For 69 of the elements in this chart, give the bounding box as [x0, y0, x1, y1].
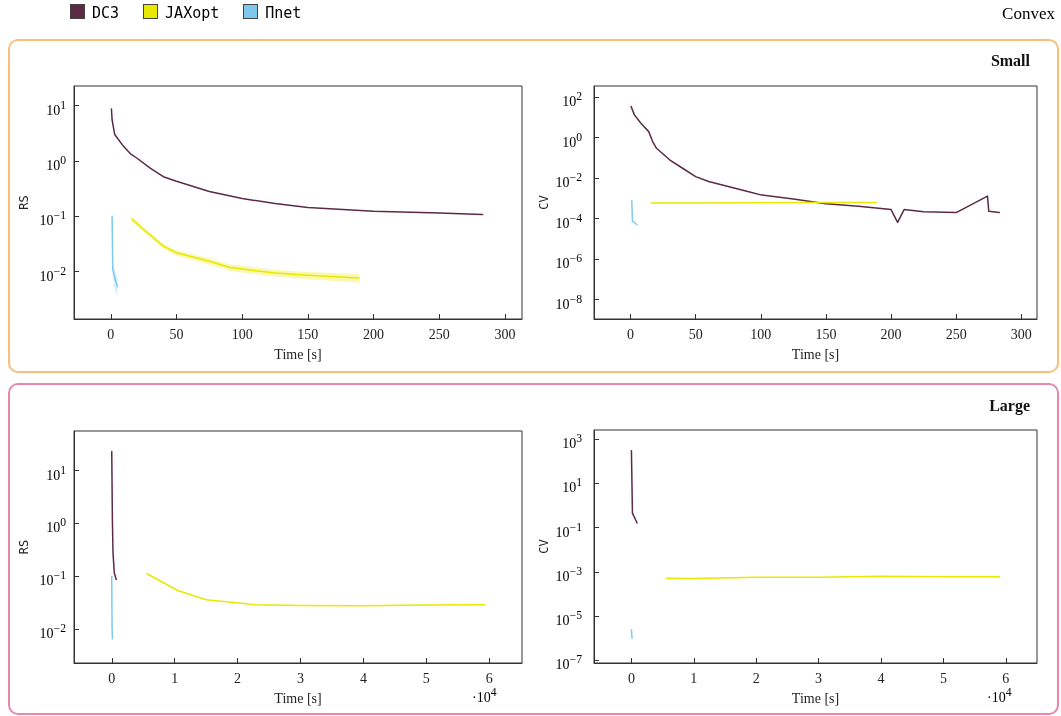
x-tick-label: 5 — [422, 670, 430, 686]
y-tick-label: 10$^{−8}$ — [555, 291, 582, 313]
chart-title: Large — [989, 396, 1030, 415]
x-tick-label: 2 — [234, 670, 242, 686]
x-tick-label: 100 — [231, 326, 253, 342]
y-tick-label: 10$^{−2}$ — [555, 170, 582, 191]
legend-label: DC3 — [91, 4, 120, 22]
legend-label: JAXopt — [164, 4, 220, 22]
y-tick-label: 10$^{1}$ — [46, 462, 66, 484]
y-tick-label: 10$^{−2}$ — [39, 621, 66, 642]
y-tick-label: 10$^{0}$ — [562, 129, 582, 151]
x-axis-title: Time [s] — [274, 690, 322, 706]
x-axis-title: Time [s] — [791, 346, 840, 362]
text: ·10$^{4}$ — [472, 686, 497, 706]
text: Convex — [1002, 4, 1055, 24]
line-series — [630, 105, 1000, 224]
x-tick-label: 6 — [485, 670, 493, 686]
x-tick-label: 200 — [363, 326, 385, 342]
x-tick-label: 250 — [428, 326, 450, 342]
line-series — [146, 573, 486, 607]
x-tick-label: 300 — [494, 326, 516, 342]
x-axis-title: Time [s] — [791, 690, 840, 706]
line-series — [111, 450, 117, 581]
x-tick-label: 0 — [108, 670, 116, 686]
x-tick-label: 3 — [815, 670, 823, 686]
x-tick-label: 150 — [297, 326, 319, 342]
y-tick-label: 10$^{−1}$ — [39, 208, 66, 229]
x-tick-label: 2 — [752, 670, 760, 686]
y-tick-label: 10$^{−6}$ — [555, 251, 582, 272]
x-tick-label: 1 — [690, 670, 698, 686]
x-tick-label: 250 — [945, 326, 967, 342]
y-tick-label: 10$^{1}$ — [562, 475, 582, 496]
legend-label: Πnet — [264, 4, 302, 22]
x-tick-label: 0 — [627, 670, 635, 686]
y-tick-label: 10$^{−5}$ — [555, 608, 582, 629]
x-tick-label: 0 — [626, 326, 634, 342]
x-tick-label: 6 — [1002, 670, 1010, 686]
y-tick-label: 10$^{0}$ — [46, 152, 66, 174]
y-axis-title: RS — [17, 539, 31, 555]
y-tick-label: 10$^{−2}$ — [39, 263, 66, 285]
y-axis-title: CV — [537, 195, 551, 210]
chart-title: Small — [990, 51, 1031, 69]
x-tick-label: 300 — [1010, 326, 1032, 342]
x-tick-label: 3 — [297, 670, 305, 686]
x-tick-label: 1 — [171, 670, 179, 686]
x-tick-label: 5 — [939, 670, 947, 686]
x-tick-label: 150 — [815, 326, 837, 342]
x-tick-label: 4 — [877, 670, 885, 686]
x-tick-label: 100 — [750, 326, 772, 342]
y-tick-label: 10$^{−7}$ — [555, 652, 582, 674]
y-tick-label: 10$^{2}$ — [562, 89, 582, 110]
y-tick-label: 10$^{−3}$ — [555, 563, 582, 585]
x-tick-label: 0 — [107, 326, 115, 342]
y-axis-title: CV — [537, 539, 551, 554]
y-tick-label: 10$^{0}$ — [46, 515, 66, 537]
y-tick-label: 10$^{−1}$ — [39, 568, 66, 589]
y-tick-label: 10$^{1}$ — [46, 97, 66, 119]
line-series — [631, 199, 638, 226]
x-tick-label: 200 — [880, 326, 902, 342]
x-tick-label: 50 — [688, 326, 703, 342]
y-axis-title: RS — [17, 195, 31, 210]
y-tick-label: 10$^{3}$ — [562, 431, 582, 452]
line-series — [110, 108, 484, 216]
y-tick-label: 10$^{−1}$ — [555, 519, 582, 541]
y-tick-label: 10$^{−4}$ — [555, 210, 582, 232]
x-tick-label: 4 — [359, 670, 367, 686]
x-axis-title: Time [s] — [274, 346, 322, 362]
x-tick-label: 50 — [169, 326, 184, 342]
text: ·10$^{4}$ — [987, 686, 1012, 706]
